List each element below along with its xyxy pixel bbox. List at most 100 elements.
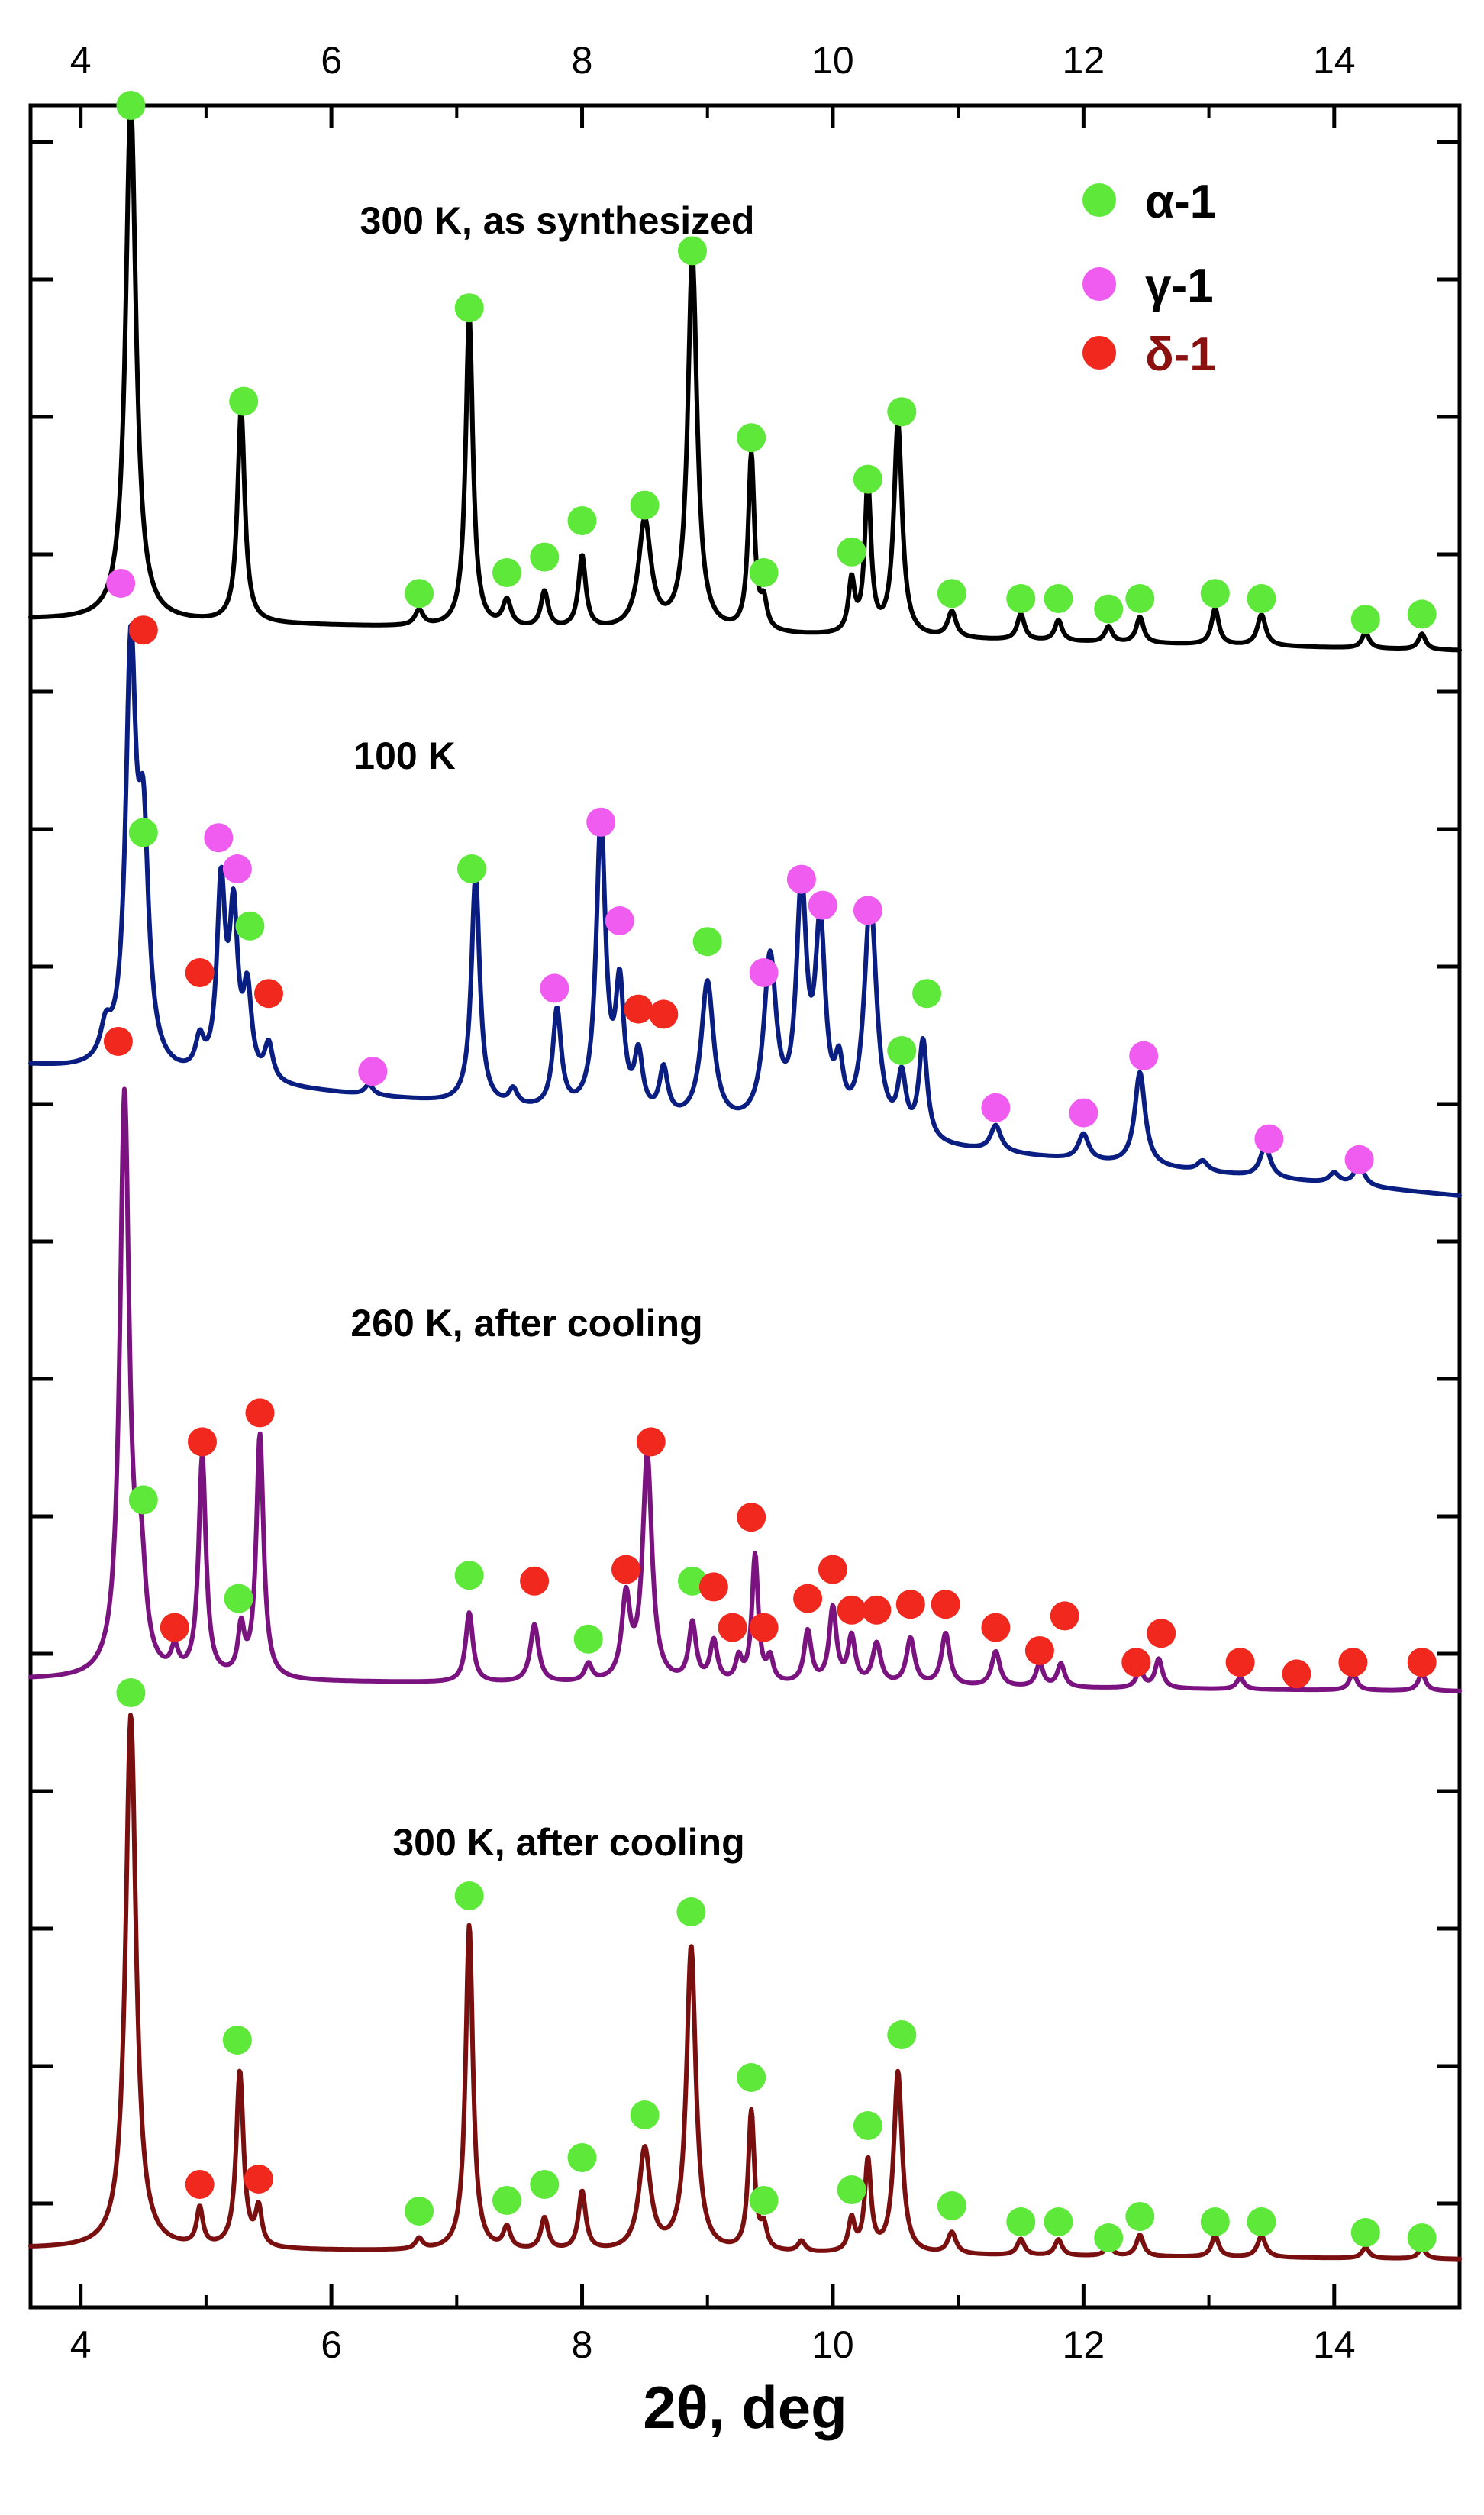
marker-alpha-3-2 <box>222 2026 252 2055</box>
trace-2 <box>28 1086 1462 1693</box>
marker-delta-2-20 <box>895 1590 925 1619</box>
marker-alpha-1-20 <box>887 1036 917 1065</box>
marker-delta-2-22 <box>981 1613 1011 1642</box>
x-tick-label-top-10: 10 <box>811 39 854 82</box>
trace-1 <box>28 622 1462 1198</box>
marker-alpha-1-21 <box>912 979 942 1009</box>
legend-label-alpha: α-1 <box>1145 176 1216 228</box>
marker-delta-1-13 <box>624 994 653 1024</box>
legend-swatch-alpha <box>1082 183 1116 217</box>
marker-gamma-1-4 <box>204 823 234 853</box>
marker-delta-2-27 <box>1225 1648 1255 1677</box>
x-tick-label-bottom-6: 6 <box>321 2323 342 2366</box>
marker-delta-2-18 <box>837 1595 866 1625</box>
x-tick-label-bottom-10: 10 <box>811 2323 854 2366</box>
marker-delta-2-21 <box>931 1590 960 1619</box>
marker-delta-2-16 <box>793 1584 823 1613</box>
y-axis-ticks <box>31 140 1460 2206</box>
marker-gamma-1-24 <box>1129 1041 1159 1070</box>
marker-gamma-1-16 <box>749 958 779 987</box>
marker-alpha-3-7 <box>530 2170 560 2199</box>
marker-alpha-3-14 <box>853 2111 882 2140</box>
marker-delta-1-14 <box>649 999 679 1029</box>
panel-label-0: 300 K, as synthesized <box>360 199 755 242</box>
x-tick-label-top-8: 8 <box>572 39 593 82</box>
marker-gamma-1-10 <box>540 973 569 1003</box>
marker-alpha-2-8 <box>573 1624 603 1654</box>
marker-delta-2-5 <box>245 1398 275 1428</box>
marker-alpha-0-5 <box>530 542 560 572</box>
legend-label-gamma: γ-1 <box>1145 260 1214 312</box>
marker-alpha-3-9 <box>630 2100 660 2129</box>
marker-delta-2-28 <box>1282 1659 1311 1689</box>
marker-alpha-3-21 <box>1200 2207 1230 2236</box>
marker-delta-2-14 <box>737 1503 766 1532</box>
marker-delta-2-29 <box>1338 1648 1368 1677</box>
marker-delta-1-7 <box>254 979 283 1009</box>
marker-gamma-1-18 <box>808 890 837 920</box>
marker-gamma-1-23 <box>1069 1098 1098 1128</box>
marker-alpha-3-4 <box>405 2197 434 2226</box>
marker-alpha-3-24 <box>1407 2223 1437 2252</box>
marker-alpha-0-18 <box>1125 584 1155 613</box>
marker-delta-2-2 <box>160 1613 189 1642</box>
legend-label-delta: δ-1 <box>1145 328 1216 381</box>
diffraction-traces <box>28 100 1462 2262</box>
x-tick-label-top-14: 14 <box>1313 39 1356 82</box>
marker-gamma-1-0 <box>106 569 136 598</box>
marker-alpha-3-23 <box>1350 2218 1380 2247</box>
panel-label-1: 100 K <box>353 734 455 777</box>
marker-gamma-1-19 <box>853 896 882 925</box>
marker-alpha-0-1 <box>229 386 259 416</box>
marker-gamma-1-17 <box>786 864 816 894</box>
marker-delta-2-15 <box>749 1613 779 1642</box>
marker-alpha-3-8 <box>567 2143 597 2172</box>
marker-alpha-3-15 <box>887 2020 917 2049</box>
marker-alpha-3-0 <box>116 1678 146 1707</box>
marker-gamma-1-5 <box>222 854 252 883</box>
marker-alpha-3-10 <box>676 1897 706 1926</box>
marker-alpha-3-19 <box>1094 2223 1124 2252</box>
marker-delta-2-19 <box>862 1595 892 1625</box>
marker-alpha-0-15 <box>1006 584 1036 613</box>
marker-alpha-2-1 <box>128 1485 158 1515</box>
marker-alpha-2-4 <box>224 1584 253 1613</box>
marker-alpha-0-14 <box>937 579 966 609</box>
marker-alpha-3-20 <box>1125 2202 1155 2231</box>
marker-delta-2-26 <box>1147 1619 1176 1648</box>
marker-delta-2-23 <box>1024 1636 1054 1665</box>
x-tick-label-bottom-8: 8 <box>572 2323 593 2366</box>
panel-labels: 300 K, as synthesized 100 K 260 K, after c… <box>350 199 754 1864</box>
marker-alpha-1-9 <box>457 854 486 883</box>
marker-alpha-0-11 <box>837 537 866 567</box>
x-tick-label-bottom-4: 4 <box>70 2323 92 2366</box>
marker-alpha-3-11 <box>737 2063 766 2092</box>
panel-label-3: 300 K, after cooling <box>392 1821 744 1864</box>
marker-alpha-0-0 <box>116 91 146 120</box>
x-axis-ticks: 4 4 6 6 8 8 10 10 12 12 14 14 <box>70 39 1356 2366</box>
marker-gamma-1-8 <box>358 1057 388 1086</box>
marker-gamma-1-25 <box>1254 1124 1284 1154</box>
marker-alpha-0-20 <box>1247 584 1276 613</box>
marker-delta-2-0 <box>103 1027 133 1056</box>
marker-delta-2-9 <box>611 1555 640 1584</box>
plot-frame <box>28 103 1462 2310</box>
marker-delta-1-1 <box>128 615 158 645</box>
marker-delta-2-7 <box>520 1566 550 1596</box>
marker-gamma-1-26 <box>1344 1145 1374 1174</box>
marker-alpha-1-15 <box>692 927 722 957</box>
marker-delta-1-3 <box>185 958 215 987</box>
marker-delta-2-12 <box>698 1572 728 1602</box>
marker-alpha-3-17 <box>1006 2207 1036 2236</box>
marker-alpha-1-2 <box>128 818 158 847</box>
marker-alpha-0-21 <box>1350 605 1380 634</box>
marker-alpha-3-6 <box>492 2186 521 2215</box>
marker-delta-3-3 <box>244 2165 273 2194</box>
marker-alpha-0-13 <box>887 397 917 427</box>
x-tick-label-top-6: 6 <box>321 39 342 82</box>
x-tick-label-bottom-14: 14 <box>1313 2323 1356 2366</box>
legend-swatch-delta <box>1082 336 1116 370</box>
marker-alpha-0-3 <box>454 293 484 323</box>
panel-label-2: 260 K, after cooling <box>350 1302 702 1345</box>
